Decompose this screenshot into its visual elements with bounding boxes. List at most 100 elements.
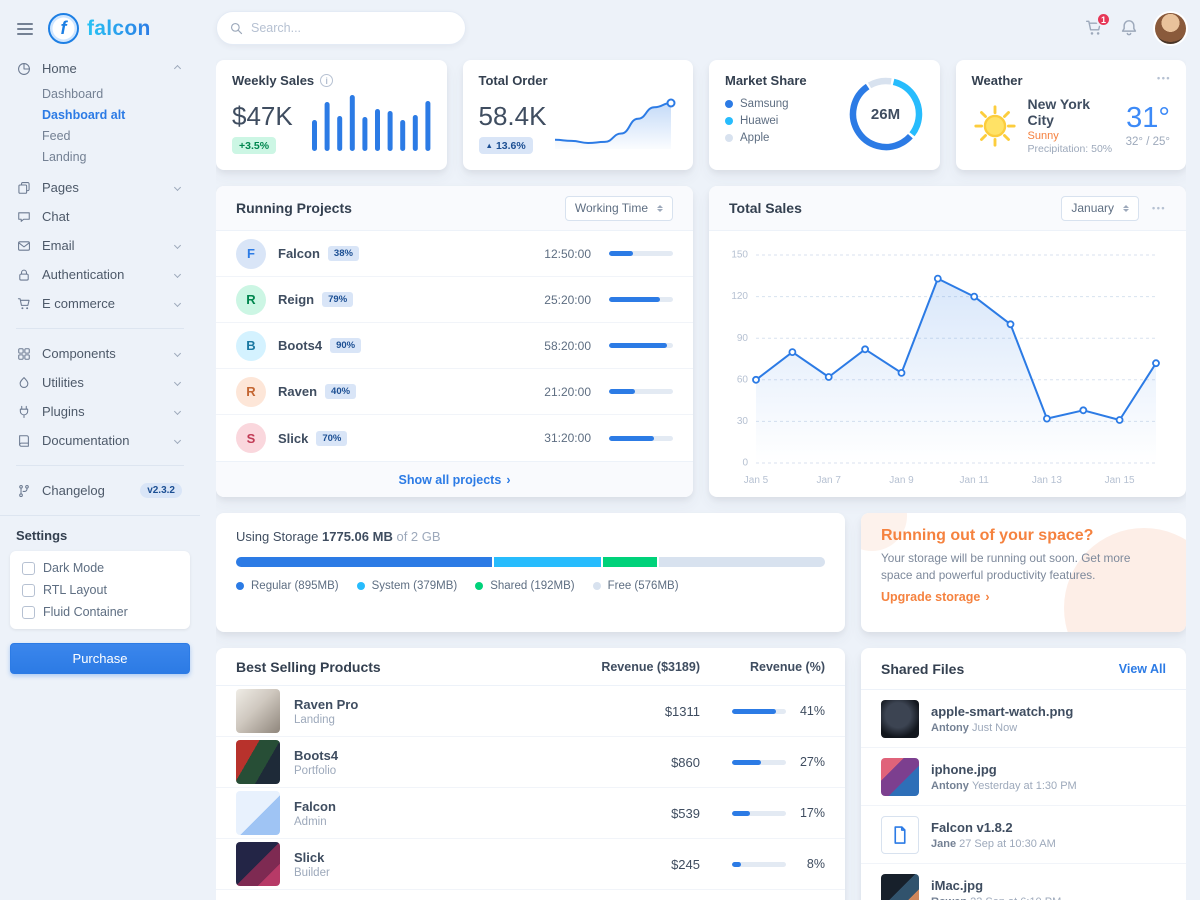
working-time-select[interactable]: Working Time <box>564 195 673 221</box>
product-name[interactable]: Slick <box>294 849 325 865</box>
file-name[interactable]: Falcon v1.8.2 <box>931 819 1013 835</box>
caret-updown-icon <box>657 204 663 212</box>
storage-legend: Regular (895MB) System (379MB) Shared (192… <box>236 580 825 592</box>
sidebar-subitem-feed[interactable]: Feed <box>42 129 71 143</box>
product-category[interactable]: Landing <box>294 713 335 726</box>
sidebar-item-label: Plugins <box>42 404 85 419</box>
user-avatar[interactable] <box>1155 12 1186 44</box>
checkbox-icon[interactable] <box>22 605 35 619</box>
month-select[interactable]: January <box>1061 195 1140 221</box>
product-name[interactable]: Boots4 <box>294 747 339 763</box>
fire-icon <box>16 376 32 390</box>
project-name-label[interactable]: Falcon <box>278 246 320 261</box>
sidebar-item-home[interactable]: Home <box>10 54 190 83</box>
weather-high-low: 32° / 25° <box>1125 135 1170 148</box>
sidebar-item-pages[interactable]: Pages <box>10 173 190 202</box>
project-name-label[interactable]: Reign <box>278 292 315 307</box>
sidebar-item-email[interactable]: Email <box>10 231 190 260</box>
weekly-sales-title: Weekly Sales <box>232 73 315 88</box>
menu-toggle-button[interactable] <box>14 20 36 38</box>
falcon-logo[interactable]: f falcon <box>48 13 151 44</box>
notifications-button[interactable] <box>1120 19 1138 37</box>
product-row-boots4: Boots4 Portfolio $860 27% <box>216 737 845 788</box>
sidebar: f falcon Home Dashboard Dashboard alt Feed L… <box>0 0 200 900</box>
sidebar-item-label: Email <box>42 238 75 253</box>
sidebar-item-label: Home <box>42 61 77 76</box>
file-name[interactable]: iMac.jpg <box>931 877 984 893</box>
best-selling-header: Best Selling Products Revenue ($3189) Re… <box>216 648 845 686</box>
file-row-apple-smart-watch-png[interactable]: apple-smart-watch.png Antony Just Now <box>861 690 1186 748</box>
total-sales-menu-button[interactable] <box>1152 204 1166 213</box>
checkbox-icon[interactable] <box>22 561 35 575</box>
code-branch-icon <box>16 484 32 498</box>
sidebar-item-chat[interactable]: Chat <box>10 202 190 231</box>
search-input[interactable] <box>251 21 452 35</box>
project-name: Slick 70% <box>278 430 544 446</box>
sidebar-subitem-dashboard-alt[interactable]: Dashboard alt <box>42 108 126 122</box>
storage-total: of 2 GB <box>396 529 441 544</box>
project-name-label[interactable]: Raven <box>278 384 318 399</box>
chevron-down-icon <box>173 183 182 192</box>
weather-menu-button[interactable] <box>1157 74 1171 83</box>
sidebar-subitem-landing[interactable]: Landing <box>42 150 87 164</box>
file-name[interactable]: iphone.jpg <box>931 761 997 777</box>
search-box[interactable] <box>216 11 466 45</box>
checkbox-icon[interactable] <box>22 583 35 597</box>
best-selling-list: Raven Pro Landing $1311 41% Boots4 Portfolio $… <box>216 686 845 890</box>
file-row-falcon-v1-8-2[interactable]: Falcon v1.8.2 Jane 27 Sep at 10:30 AM <box>861 806 1186 864</box>
product-thumbnail <box>236 791 280 835</box>
file-row-iphone-jpg[interactable]: iphone.jpg Antony Yesterday at 1:30 PM <box>861 748 1186 806</box>
project-time: 21:20:00 <box>544 384 591 399</box>
legend-dot-icon <box>475 582 484 590</box>
project-avatar: B <box>236 330 266 361</box>
info-icon[interactable] <box>320 74 334 87</box>
show-all-projects-link[interactable]: Show all projects <box>216 461 693 497</box>
cart-button[interactable]: 1 <box>1085 12 1111 37</box>
project-name: Falcon 38% <box>278 246 544 261</box>
sidebar-item-e-commerce[interactable]: E commerce <box>10 289 190 318</box>
toggle-rtl-layout[interactable]: RTL Layout <box>22 583 178 597</box>
product-thumbnail <box>236 689 280 733</box>
project-name-label[interactable]: Slick <box>278 430 309 446</box>
settings-block: Settings Dark Mode RTL Layout Fluid Contai… <box>0 515 200 674</box>
sidebar-item-label: Pages <box>42 180 79 195</box>
toggle-fluid-container[interactable]: Fluid Container <box>22 605 178 619</box>
chevron-down-icon <box>173 349 182 358</box>
weather-temperature: 31° <box>1126 101 1170 134</box>
progress-fill <box>609 389 635 394</box>
progress-fill <box>609 297 660 302</box>
sidebar-item-label: Components <box>42 346 116 361</box>
project-name-label[interactable]: Boots4 <box>278 338 323 353</box>
svg-text:0: 0 <box>742 458 748 469</box>
toggle-dark-mode[interactable]: Dark Mode <box>22 561 178 575</box>
falcon-logo-icon: f <box>48 13 79 44</box>
file-thumbnail <box>881 815 919 854</box>
product-category[interactable]: Admin <box>294 815 327 828</box>
sidebar-subitem-dashboard[interactable]: Dashboard <box>42 87 104 101</box>
sidebar-item-utilities[interactable]: Utilities <box>10 368 190 397</box>
sidebar-item-components[interactable]: Components <box>10 339 190 368</box>
sidebar-item-changelog[interactable]: Changelog v2.3.2 <box>10 476 190 505</box>
chevron-down-icon <box>173 270 182 279</box>
sidebar-item-plugins[interactable]: Plugins <box>10 397 190 426</box>
product-category[interactable]: Portfolio <box>294 764 337 777</box>
product-category[interactable]: Builder <box>294 866 330 879</box>
main-area: 1 Weekly Sales $47K <box>200 0 1200 900</box>
sidebar-item-documentation[interactable]: Documentation <box>10 426 190 455</box>
legend-label: Regular (895MB) <box>251 580 339 592</box>
upgrade-storage-link[interactable]: Upgrade storage <box>881 590 990 604</box>
file-name[interactable]: apple-smart-watch.png <box>931 703 1074 719</box>
sidebar-item-authentication[interactable]: Authentication <box>10 260 190 289</box>
file-row-imac-jpg[interactable]: iMac.jpg Rowen 23 Sep at 6:10 PM <box>861 864 1186 900</box>
purchase-button[interactable]: Purchase <box>10 643 190 674</box>
project-percent-badge: 38% <box>327 246 359 261</box>
product-name[interactable]: Falcon <box>294 798 336 814</box>
view-all-link[interactable]: View All <box>1118 661 1166 676</box>
total-order-card: Total Order 58.4K 13.6% <box>462 60 693 170</box>
market-share-legend: Samsung Huawei Apple <box>725 98 924 144</box>
product-name[interactable]: Raven Pro <box>294 696 359 712</box>
weather-precipitation: Precipitation: 50% <box>1027 143 1113 155</box>
chevron-down-icon <box>173 407 182 416</box>
legend-label: Free (576MB) <box>607 580 679 592</box>
progress-fill <box>732 708 777 714</box>
